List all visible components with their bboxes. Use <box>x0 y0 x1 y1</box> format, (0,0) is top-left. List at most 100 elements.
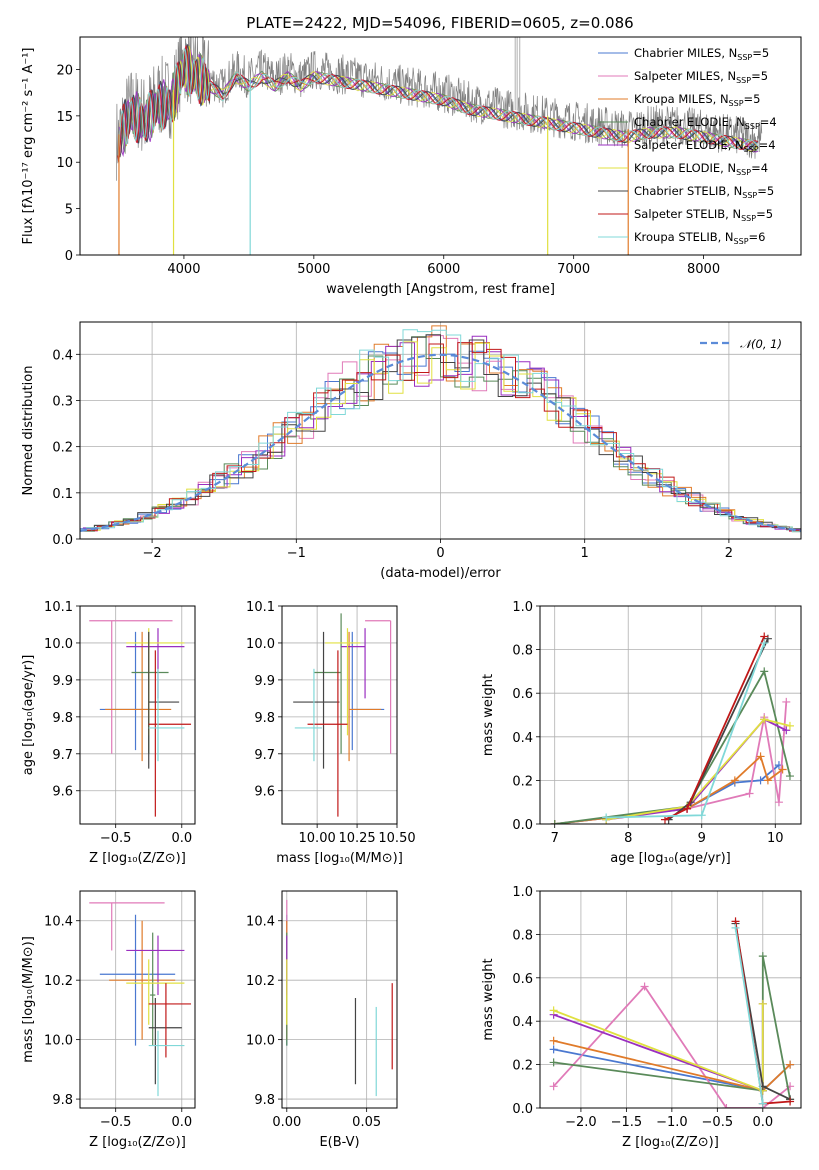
y-tick-label: 10.4 <box>246 915 275 930</box>
weight-marker <box>778 765 787 774</box>
y-tick-label: 10.2 <box>246 974 275 989</box>
y-tick-label: 0.1 <box>52 487 73 502</box>
y-tick-label: 0.4 <box>52 348 73 363</box>
residual-histogram <box>82 342 801 532</box>
x-axis-label: mass [log₁₀(M/M⊙)] <box>276 851 403 866</box>
y-tick-label: 1.0 <box>512 885 533 900</box>
y-tick-label: 9.7 <box>254 748 275 763</box>
model-spectrum <box>118 49 759 158</box>
weight-marker <box>786 1060 795 1069</box>
y-axis-label: mass weight <box>481 674 496 756</box>
weight-marker <box>549 1006 558 1015</box>
weight-marker <box>782 697 791 706</box>
y-tick-label: 0.0 <box>512 1102 533 1117</box>
legend-entry: Kroupa ELODIE, NSSP=4 <box>634 161 768 177</box>
y-tick-label: 15 <box>56 110 73 125</box>
x-tick-label: 7000 <box>557 262 590 277</box>
x-axis-label: wavelength [Angstrom, rest frame] <box>326 282 555 297</box>
weight-line <box>554 668 791 824</box>
model-spectrum <box>173 45 758 152</box>
x-axis-label: Z [log₁₀(Z/Z⊙)] <box>89 1135 186 1150</box>
legend-entry: Kroupa MILES, NSSP=5 <box>634 92 760 108</box>
y-tick-label: 0.2 <box>512 1059 533 1074</box>
weight-line <box>553 1003 764 1092</box>
y-axis-label: age [log₁₀(age/yr)] <box>21 655 36 776</box>
x-tick-label: 0.0 <box>171 831 192 846</box>
axes-frame <box>281 605 398 825</box>
age_vs_Z-panel: −0.5 0.0 9.6 9.7 9.8 9.9 10.0 10.1 Z [log₁₀(Z/Z⊙… <box>21 600 196 866</box>
x-axis-label: Z [log₁₀(Z/Z⊙)] <box>622 1135 719 1150</box>
y-tick-label: 10.0 <box>246 637 275 652</box>
x-tick-label: 10.00 <box>299 831 336 846</box>
weight_vs_Z-lines <box>549 917 795 1108</box>
x-tick-label: 0.0 <box>171 1115 192 1130</box>
legend-entry: Salpeter MILES, NSSP=5 <box>634 69 768 85</box>
x-tick-label: 6000 <box>427 262 460 277</box>
residual-histogram <box>80 334 801 531</box>
x-tick-label: −1.5 <box>611 1115 643 1130</box>
weight-marker <box>640 982 649 991</box>
x-axis-label: E(B-V) <box>319 1135 359 1150</box>
x-tick-label: 5000 <box>297 262 330 277</box>
x-tick-label: −1 <box>287 546 306 561</box>
legend-entry: Chabrier ELODIE, NSSP=4 <box>634 115 777 131</box>
weight-marker <box>774 798 783 807</box>
x-tick-label: 9 <box>698 831 706 846</box>
spectrum-panel: 4000 5000 6000 7000 8000 0 5 10 15 20 wavelength [… <box>21 36 802 297</box>
weight-marker <box>760 639 769 648</box>
age_vs_mass-panel: 10.00 10.25 10.50 9.6 9.7 9.8 9.9 10.0 10.1 mass … <box>246 600 416 866</box>
y-axis-label: Normed distribution <box>21 366 36 496</box>
weight_vs_age-panel: 7 8 9 10 0.0 0.2 0.4 0.6 0.8 1.0 age [log₁₀(age/yr… <box>481 600 802 866</box>
weight-marker <box>760 715 769 724</box>
y-tick-label: 9.9 <box>254 674 275 689</box>
weight-marker <box>763 634 772 643</box>
y-axis-label: mass [log₁₀(M/M⊙)] <box>21 936 36 1063</box>
y-tick-label: 5 <box>65 203 73 218</box>
x-tick-label: −2 <box>143 546 162 561</box>
x-axis-label: Z [log₁₀(Z/Z⊙)] <box>89 851 186 866</box>
y-tick-label: 0.0 <box>512 818 533 833</box>
figure-title: PLATE=2422, MJD=54096, FIBERID=0605, z=0… <box>246 14 633 32</box>
weight-marker <box>602 813 611 822</box>
y-tick-label: 10.1 <box>246 600 275 615</box>
y-tick-label: 0 <box>65 249 73 264</box>
legend-entry: 𝒩(0, 1) <box>740 337 782 351</box>
x-tick-label: 10.25 <box>338 831 375 846</box>
x-tick-label: 10.50 <box>378 831 415 846</box>
x-axis-label: age [log₁₀(age/yr)] <box>610 851 731 866</box>
weight-marker <box>549 1082 558 1091</box>
weight-line <box>606 718 791 821</box>
weight-line <box>734 927 764 1104</box>
y-tick-label: 0.8 <box>512 644 533 659</box>
weight-marker <box>697 811 706 820</box>
y-tick-label: 0.6 <box>512 687 533 702</box>
observed-spectrum <box>116 37 763 181</box>
mass_vs_Z-points <box>89 902 192 1097</box>
weight-marker <box>722 1104 731 1108</box>
spectrum-legend: Chabrier MILES, NSSP=5 Salpeter MILES, NS… <box>598 46 777 246</box>
weight-marker <box>550 820 559 824</box>
x-tick-label: −0.5 <box>702 1115 734 1130</box>
weight_vs_Z-panel: −2.0 −1.5 −1.0 −0.5 0.0 0.0 0.2 0.4 0.6 0.8 1.0 Z [… <box>481 885 802 1150</box>
x-tick-label: 8 <box>624 831 632 846</box>
y-tick-label: 9.9 <box>52 674 73 689</box>
weight-marker <box>782 726 791 735</box>
legend-entry: Salpeter STELIB, NSSP=5 <box>634 207 773 223</box>
weight-line <box>606 642 766 819</box>
y-tick-label: 9.8 <box>254 1093 275 1108</box>
y-tick-label: 10.4 <box>44 915 73 930</box>
y-tick-label: 0.4 <box>512 731 533 746</box>
axes-frame <box>79 605 196 825</box>
weight-marker <box>549 1036 558 1045</box>
axes-frame <box>281 890 398 1109</box>
weight-marker <box>756 776 765 785</box>
weight-marker <box>683 804 692 813</box>
y-tick-label: 20 <box>56 63 73 78</box>
legend-entry: Salpeter ELODIE, NSSP=4 <box>634 138 776 154</box>
x-tick-label: 0 <box>436 546 444 561</box>
y-tick-label: 0.3 <box>52 394 73 409</box>
spectrum-lines <box>116 37 763 255</box>
model-spectrum <box>118 48 759 150</box>
